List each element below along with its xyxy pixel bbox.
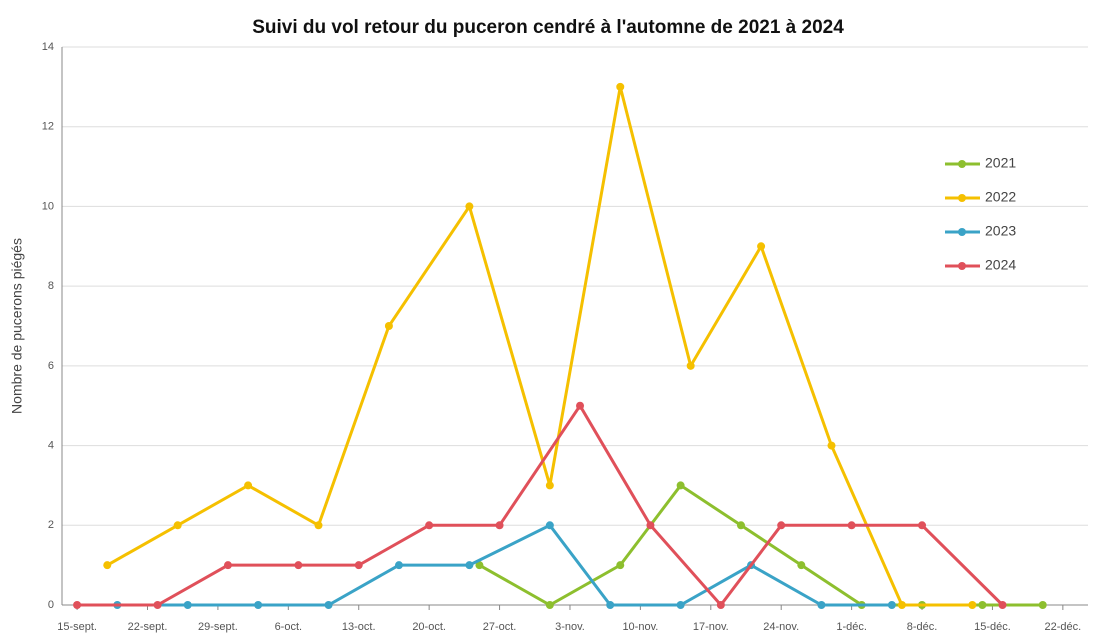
data-point xyxy=(887,601,896,609)
data-point xyxy=(314,521,323,530)
x-tick-label: 10-nov. xyxy=(622,621,658,633)
x-tick-label: 3-nov. xyxy=(555,621,585,633)
data-point xyxy=(847,521,856,530)
x-tick-label: 15-déc. xyxy=(974,621,1011,633)
legend-label: 2021 xyxy=(985,155,1016,171)
data-point xyxy=(777,521,786,530)
data-point xyxy=(545,601,554,609)
data-point xyxy=(475,561,484,570)
data-point xyxy=(425,521,434,530)
data-point xyxy=(676,481,685,490)
x-tick-label: 20-oct. xyxy=(412,621,446,633)
data-point xyxy=(716,601,725,609)
legend-marker xyxy=(958,194,966,202)
data-point xyxy=(244,481,253,490)
data-point xyxy=(576,401,585,410)
data-point xyxy=(616,561,625,570)
data-point xyxy=(918,521,927,530)
data-point xyxy=(545,481,554,490)
data-point xyxy=(465,561,474,570)
data-point xyxy=(736,521,745,530)
legend-label: 2022 xyxy=(985,189,1016,205)
legend-marker xyxy=(958,228,966,236)
data-point xyxy=(897,601,906,609)
y-tick-label: 14 xyxy=(42,41,54,53)
y-tick-label: 8 xyxy=(48,280,54,292)
data-point xyxy=(495,521,504,530)
data-point xyxy=(173,521,182,530)
x-tick-label: 6-oct. xyxy=(275,621,303,633)
data-point xyxy=(324,601,333,609)
x-tick-label: 8-déc. xyxy=(907,621,938,633)
data-point xyxy=(616,82,625,91)
data-point xyxy=(183,601,192,609)
series-line xyxy=(117,523,892,607)
y-tick-label: 10 xyxy=(42,200,54,212)
x-tick-label: 29-sept. xyxy=(198,621,238,633)
x-tick-label: 22-sept. xyxy=(128,621,168,633)
data-point xyxy=(978,601,987,609)
x-tick-label: 24-nov. xyxy=(763,621,799,633)
x-tick-label: 27-oct. xyxy=(483,621,517,633)
data-point xyxy=(354,561,363,570)
data-point xyxy=(646,521,655,530)
data-point xyxy=(606,601,615,609)
y-tick-label: 2 xyxy=(48,519,54,531)
y-tick-label: 12 xyxy=(42,121,54,133)
data-point xyxy=(676,601,685,609)
y-axis-label: Nombre de pucerons piégés xyxy=(9,238,25,414)
x-tick-label: 1-déc. xyxy=(836,621,867,633)
data-point xyxy=(757,242,766,251)
data-point xyxy=(797,561,806,570)
data-point xyxy=(545,521,554,530)
legend-marker xyxy=(958,160,966,168)
data-point xyxy=(465,202,474,211)
legend-marker xyxy=(958,262,966,270)
x-tick-label: 17-nov. xyxy=(693,621,729,633)
data-point xyxy=(153,601,162,609)
data-point xyxy=(223,561,232,570)
data-point xyxy=(384,322,393,330)
data-point xyxy=(968,601,977,609)
x-tick-label: 22-déc. xyxy=(1045,621,1082,633)
data-point xyxy=(686,361,695,370)
data-point xyxy=(394,561,403,570)
y-tick-label: 0 xyxy=(48,599,54,611)
legend-label: 2023 xyxy=(985,223,1016,239)
x-tick-label: 13-oct. xyxy=(342,621,376,633)
series-line xyxy=(106,86,973,607)
data-point xyxy=(1038,601,1047,609)
data-point xyxy=(998,601,1007,609)
y-tick-label: 4 xyxy=(48,439,54,451)
data-point xyxy=(254,601,263,609)
y-tick-label: 6 xyxy=(48,360,54,372)
legend-label: 2024 xyxy=(985,257,1016,273)
data-point xyxy=(73,601,82,609)
x-tick-label: 15-sept. xyxy=(57,621,97,633)
data-point xyxy=(827,441,836,450)
data-point xyxy=(294,561,303,570)
data-point xyxy=(103,561,112,570)
chart-title: Suivi du vol retour du puceron cendré à … xyxy=(252,17,844,38)
data-point xyxy=(817,601,826,609)
series-line xyxy=(77,402,1004,608)
